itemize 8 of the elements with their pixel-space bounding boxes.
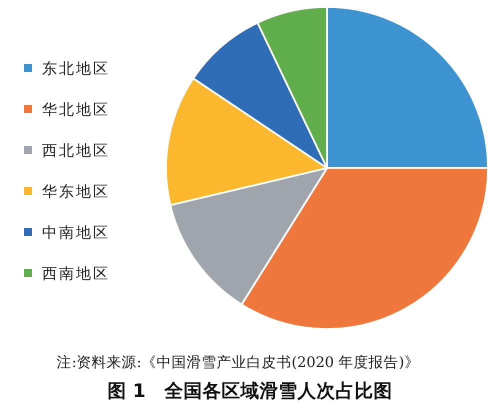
legend-label: 西北地区 [42,142,110,160]
legend-label: 华北地区 [42,100,110,118]
legend-label: 中南地区 [42,224,110,242]
legend-label: 华东地区 [42,182,110,200]
legend-label: 西南地区 [42,264,110,282]
legend-label: 东北地区 [42,60,110,78]
text: 图 1 全国各区域滑雪人次占比图 [107,380,393,402]
text: 注:资料来源:《中国滑雪产业白皮书(2020 年度报告)》 [56,354,420,371]
